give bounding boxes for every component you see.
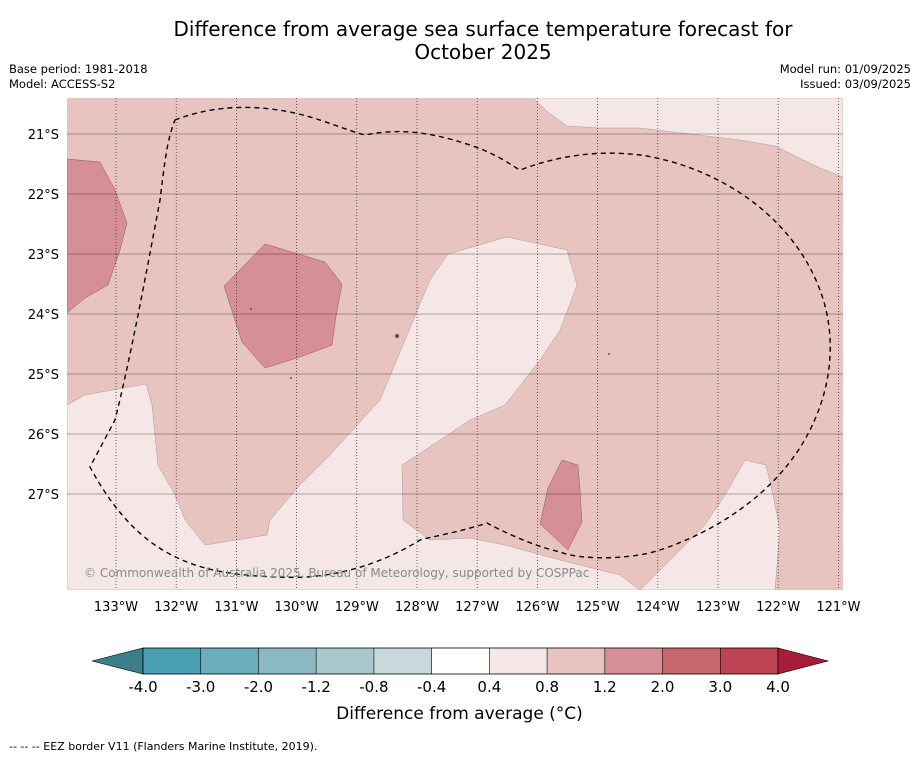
colorbar: -4.0 -3.0 -2.0 -1.2 -0.8 -0.4 0.4 0.8 1.2 2.0 3.0 4… (91, 647, 830, 696)
colorbar-tick-label: 0.4 (477, 678, 501, 696)
map-area (67, 98, 843, 590)
colorbar-tick-label: 0.8 (535, 678, 559, 696)
meta-right: Model run: 01/09/2025 Issued: 03/09/2025 (780, 62, 911, 92)
sst-band-high-west (67, 158, 128, 314)
colorbar-segment (547, 648, 606, 674)
longitude-label: 124°W (636, 600, 680, 615)
colorbar-segment (258, 648, 317, 674)
colorbar-tick-label: 2.0 (651, 678, 675, 696)
longitude-label: 128°W (395, 600, 439, 615)
latitude-labels: 21°S 22°S 23°S 24°S 25°S 26°S 27°S (28, 128, 59, 503)
colorbar-segment (604, 648, 664, 674)
colorbar-tick-label: -4.0 (128, 678, 157, 696)
eez-border (89, 106, 831, 579)
latitude-label: 22°S (28, 188, 59, 203)
longitude-label: 133°W (94, 600, 138, 615)
colorbar-segment (373, 648, 433, 674)
colorbar-extend-low (91, 647, 144, 675)
model-run: Model run: 01/09/2025 (779, 62, 911, 76)
latitude-label: 23°S (28, 248, 59, 263)
colorbar-segment (143, 648, 202, 674)
colorbar-tick-label: -1.2 (302, 678, 331, 696)
gridlines (67, 98, 843, 590)
sst-band-low-center (67, 236, 641, 590)
latitude-label: 26°S (28, 428, 59, 443)
latitude-label: 25°S (28, 368, 59, 383)
longitude-label: 130°W (275, 600, 319, 615)
meta-left: Base period: 1981-2018 Model: ACCESS-S2 (9, 62, 148, 92)
colorbar-tick-label: 3.0 (708, 678, 732, 696)
longitude-label: 126°W (515, 600, 559, 615)
colorbar-extend-high (777, 647, 830, 675)
sst-band-low-bottomright (639, 459, 781, 590)
base-period: Base period: 1981-2018 (9, 62, 148, 76)
colorbar-segment (489, 648, 548, 674)
colorbar-segment (431, 648, 490, 674)
copyright-notice: © Commonwealth of Australia 2025, Bureau… (84, 566, 589, 580)
model-name: Model: ACCESS-S2 (9, 77, 116, 91)
colorbar-segment (316, 648, 375, 674)
colorbar-label: Difference from average (°C) (336, 704, 583, 724)
longitude-label: 122°W (756, 600, 800, 615)
colorbar-tick-label: -0.8 (359, 678, 388, 696)
island-marker (250, 308, 252, 310)
island-marker (608, 353, 610, 355)
latitude-label: 27°S (28, 488, 59, 503)
longitude-label: 127°W (455, 600, 499, 615)
colorbar-segment (720, 648, 779, 674)
sst-band-low-topright (532, 98, 843, 178)
title-line-2: October 2025 (414, 40, 552, 64)
colorbar-tick-label: 1.2 (593, 678, 617, 696)
longitude-label: 129°W (335, 600, 379, 615)
latitude-label: 24°S (28, 308, 59, 323)
longitude-label: 132°W (154, 600, 198, 615)
colorbar-tick-label: -0.4 (417, 678, 446, 696)
colorbar-tick-label: 4.0 (766, 678, 790, 696)
chart-title: Difference from average sea surface temp… (0, 18, 919, 64)
longitude-labels: 133°W 132°W 131°W 130°W 129°W 128°W 127°W 126°W… (94, 600, 861, 615)
latitude-label: 21°S (28, 128, 59, 143)
eez-footnote: -- -- -- EEZ border V11 (Flanders Marine… (9, 740, 318, 753)
colorbar-tick-label: -2.0 (244, 678, 273, 696)
longitude-label: 131°W (214, 600, 258, 615)
issued-date: Issued: 03/09/2025 (800, 77, 911, 91)
colorbar-segment (662, 648, 721, 674)
longitude-label: 121°W (816, 600, 860, 615)
island-marker (290, 377, 292, 379)
island-marker (395, 334, 399, 338)
colorbar-segment (200, 648, 259, 674)
longitude-label: 125°W (576, 600, 620, 615)
longitude-label: 123°W (696, 600, 740, 615)
colorbar-tick-label: -3.0 (186, 678, 215, 696)
title-line-1: Difference from average sea surface temp… (173, 17, 793, 41)
